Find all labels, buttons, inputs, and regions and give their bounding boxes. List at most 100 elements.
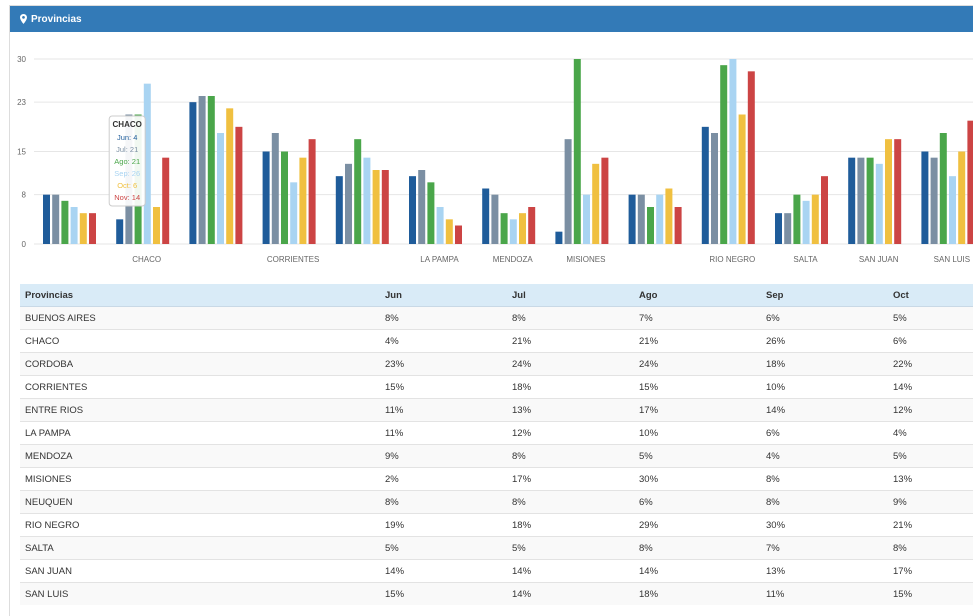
table-cell: SAN LUIS bbox=[20, 582, 380, 605]
bar-group bbox=[189, 96, 243, 245]
table-cell: 13% bbox=[761, 559, 888, 583]
bar bbox=[52, 194, 60, 244]
table-cell: 7% bbox=[634, 306, 761, 330]
table-row: RIO NEGRO 19% 18% 29% 30% 21% bbox=[20, 513, 973, 537]
bar bbox=[656, 194, 664, 244]
column-header[interactable]: Jul bbox=[507, 284, 634, 307]
table-cell: CORDOBA bbox=[20, 352, 380, 376]
bar bbox=[308, 139, 316, 244]
bar bbox=[967, 120, 973, 244]
bar bbox=[821, 176, 828, 244]
bar bbox=[335, 176, 343, 244]
table-cell: 10% bbox=[761, 375, 888, 399]
bar bbox=[738, 114, 746, 244]
map-marker-icon bbox=[20, 14, 27, 24]
table-cell: MENDOZA bbox=[20, 444, 380, 468]
table-cell: 29% bbox=[634, 513, 761, 537]
column-header[interactable]: Sep bbox=[761, 284, 888, 307]
bar bbox=[61, 200, 69, 244]
table-row: MISIONES 2% 17% 30% 8% 13% bbox=[20, 467, 973, 491]
table-cell: 9% bbox=[888, 490, 973, 514]
table-cell: 11% bbox=[380, 398, 507, 422]
bar bbox=[939, 133, 947, 244]
table-cell: 14% bbox=[380, 559, 507, 583]
table-cell: NEUQUEN bbox=[20, 490, 380, 514]
table-cell: 17% bbox=[507, 467, 634, 491]
table-cell: 8% bbox=[634, 536, 761, 560]
table-cell: MISIONES bbox=[20, 467, 380, 491]
table-cell: 8% bbox=[761, 467, 888, 491]
table-cell: 15% bbox=[380, 375, 507, 399]
bar bbox=[848, 157, 856, 244]
table-cell: 22% bbox=[888, 352, 973, 376]
bar bbox=[519, 213, 526, 244]
tooltip-line: Sep: 26 bbox=[114, 169, 140, 178]
column-header[interactable]: Oct bbox=[888, 284, 973, 307]
table-cell: 5% bbox=[634, 444, 761, 468]
table-cell: 24% bbox=[634, 352, 761, 376]
provincias-bar-chart: 0 8 15 23 30 CHACO CORRIENTES LA PAMPA MENDOZA MI… bbox=[17, 55, 973, 264]
table-cell: 5% bbox=[380, 536, 507, 560]
bar bbox=[857, 157, 865, 244]
bar bbox=[592, 163, 600, 244]
column-header[interactable]: Provincias bbox=[20, 284, 380, 307]
table-cell: CORRIENTES bbox=[20, 375, 380, 399]
bar bbox=[235, 126, 243, 244]
bar bbox=[875, 163, 883, 244]
bar bbox=[217, 133, 224, 244]
table-cell: 8% bbox=[380, 490, 507, 514]
tooltip-box bbox=[108, 115, 146, 207]
bar bbox=[885, 139, 892, 244]
table-row: SALTA 5% 5% 8% 7% 8% bbox=[20, 536, 973, 560]
y-tick-label: 8 bbox=[22, 191, 27, 200]
provincias-table: Provincias Jun Jul Ago Sep Oct BUENOS AIRES 8%… bbox=[20, 284, 973, 605]
bar-group bbox=[335, 139, 389, 244]
table-cell: 8% bbox=[507, 306, 634, 330]
table-cell: 14% bbox=[888, 375, 973, 399]
column-header[interactable]: Jun bbox=[380, 284, 507, 307]
table-cell: 12% bbox=[507, 421, 634, 445]
table-cell: 4% bbox=[761, 444, 888, 468]
bar bbox=[445, 219, 453, 244]
bar bbox=[894, 139, 902, 244]
bar bbox=[784, 213, 792, 244]
bar bbox=[564, 139, 572, 244]
table-cell: 13% bbox=[888, 467, 973, 491]
table-cell: 5% bbox=[507, 536, 634, 560]
table-cell: 7% bbox=[761, 536, 888, 560]
table-cell: 17% bbox=[888, 559, 973, 583]
bar-group bbox=[628, 188, 682, 244]
table-cell: 30% bbox=[634, 467, 761, 491]
table-cell: ENTRE RIOS bbox=[20, 398, 380, 422]
bar bbox=[409, 176, 416, 244]
bar bbox=[866, 157, 874, 244]
bar bbox=[43, 194, 50, 244]
table-cell: 14% bbox=[507, 582, 634, 605]
y-tick-label: 15 bbox=[17, 148, 26, 157]
bar bbox=[482, 188, 490, 244]
table-cell: BUENOS AIRES bbox=[20, 306, 380, 330]
bar bbox=[775, 213, 782, 244]
table-row: CORDOBA 23% 24% 24% 18% 22% bbox=[20, 352, 973, 376]
x-category-label: CHACO bbox=[132, 255, 161, 264]
bar bbox=[628, 194, 636, 244]
table-cell: 14% bbox=[761, 398, 888, 422]
table-cell: 19% bbox=[380, 513, 507, 537]
bar bbox=[262, 151, 270, 244]
bar bbox=[418, 170, 426, 244]
table-cell: 6% bbox=[634, 490, 761, 514]
table-cell: 8% bbox=[507, 490, 634, 514]
table-cell: 8% bbox=[507, 444, 634, 468]
bar bbox=[299, 157, 307, 244]
table-cell: 6% bbox=[761, 421, 888, 445]
bar-group bbox=[555, 59, 609, 244]
bar bbox=[436, 207, 444, 244]
table-cell: LA PAMPA bbox=[20, 421, 380, 445]
tooltip-line: Nov: 14 bbox=[114, 193, 140, 202]
table-row: CHACO 4% 21% 21% 26% 6% bbox=[20, 329, 973, 353]
table-cell: 8% bbox=[761, 490, 888, 514]
bar bbox=[290, 182, 298, 244]
bar bbox=[198, 96, 206, 244]
column-header[interactable]: Ago bbox=[634, 284, 761, 307]
bar bbox=[583, 194, 590, 244]
